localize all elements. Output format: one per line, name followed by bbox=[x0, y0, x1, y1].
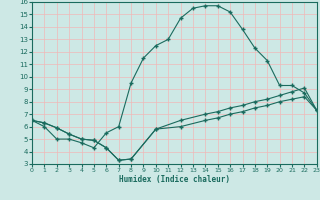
X-axis label: Humidex (Indice chaleur): Humidex (Indice chaleur) bbox=[119, 175, 230, 184]
